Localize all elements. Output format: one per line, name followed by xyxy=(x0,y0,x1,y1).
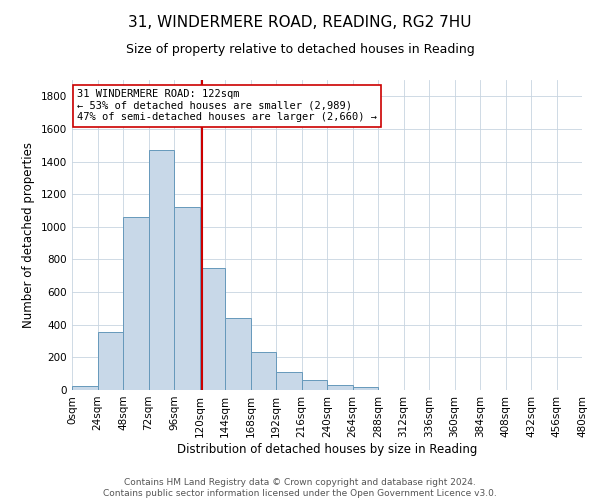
Bar xyxy=(225,318,251,390)
Bar xyxy=(97,332,123,390)
Bar xyxy=(174,208,199,390)
Y-axis label: Number of detached properties: Number of detached properties xyxy=(22,142,35,328)
Bar xyxy=(276,372,302,390)
Bar xyxy=(302,380,327,390)
Bar xyxy=(72,386,97,390)
Bar xyxy=(123,217,149,390)
Text: Size of property relative to detached houses in Reading: Size of property relative to detached ho… xyxy=(125,42,475,56)
X-axis label: Distribution of detached houses by size in Reading: Distribution of detached houses by size … xyxy=(177,442,477,456)
Text: Contains HM Land Registry data © Crown copyright and database right 2024.
Contai: Contains HM Land Registry data © Crown c… xyxy=(103,478,497,498)
Text: 31 WINDERMERE ROAD: 122sqm
← 53% of detached houses are smaller (2,989)
47% of s: 31 WINDERMERE ROAD: 122sqm ← 53% of deta… xyxy=(77,90,377,122)
Bar xyxy=(353,387,378,390)
Text: 31, WINDERMERE ROAD, READING, RG2 7HU: 31, WINDERMERE ROAD, READING, RG2 7HU xyxy=(128,15,472,30)
Bar xyxy=(199,268,225,390)
Bar xyxy=(327,386,353,390)
Bar xyxy=(251,352,276,390)
Bar xyxy=(149,150,174,390)
